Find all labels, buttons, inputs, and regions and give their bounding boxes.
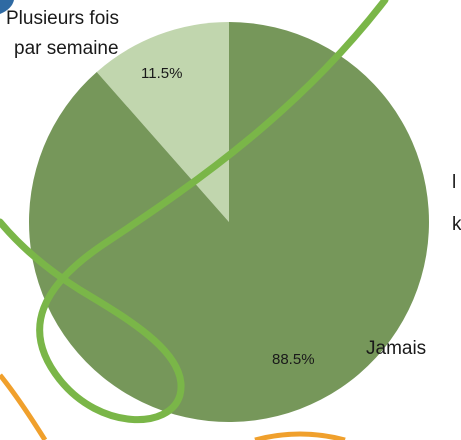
green-swoosh — [0, 0, 389, 424]
pie-slices — [28, 22, 430, 422]
orange-swoosh — [0, 373, 48, 440]
pie-slice-plusieurs-fois-par-semaine — [96, 22, 229, 222]
corner-blue-shape — [0, 0, 14, 14]
category-label-jamais: Jamais — [366, 338, 426, 359]
category-label-line-1: Plusieurs fois — [6, 8, 119, 29]
data-label-88-5: 88.5% — [272, 351, 315, 368]
edge-fragment-2: k — [452, 214, 461, 235]
edge-fragment-1: l — [452, 172, 456, 193]
data-label-11-5: 11.5% — [141, 65, 182, 82]
orange-swoosh-bottom — [254, 431, 346, 440]
pie-slice-jamais — [28, 22, 430, 422]
category-label-line-2: par semaine — [14, 38, 119, 59]
category-label-plusieurs-fois: Plusieurs fois par semaine — [6, 8, 124, 59]
